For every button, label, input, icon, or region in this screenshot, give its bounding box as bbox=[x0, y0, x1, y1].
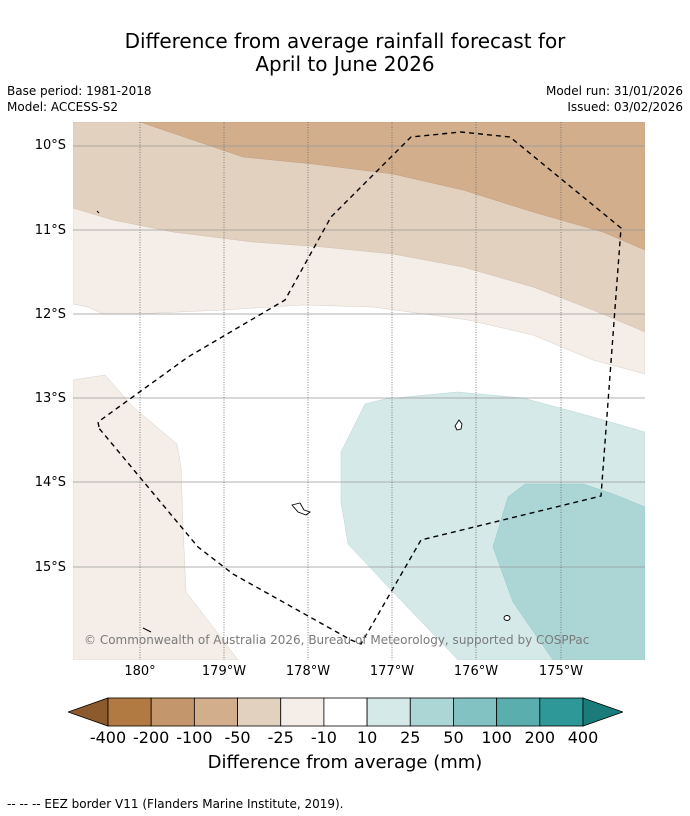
issued-date: Issued: 03/02/2026 bbox=[567, 100, 683, 114]
colorbar-arrow-low bbox=[68, 697, 109, 727]
colorbar-swatch bbox=[409, 697, 454, 727]
meta-right: Model run: 31/01/2026 Issued: 03/02/2026 bbox=[546, 83, 683, 115]
island-central bbox=[291, 502, 311, 516]
graticule bbox=[73, 122, 645, 660]
colorbar-swatch bbox=[150, 697, 195, 727]
colorbar-tick-label: 100 bbox=[481, 728, 512, 747]
meta-left: Base period: 1981-2018 Model: ACCESS-S2 bbox=[7, 83, 152, 115]
title-line-2: April to June 2026 bbox=[255, 52, 435, 76]
model-run: Model run: 31/01/2026 bbox=[545, 84, 683, 98]
rainfall-map[interactable] bbox=[73, 122, 645, 660]
colorbar-swatch bbox=[453, 697, 498, 727]
lon-label-178w: 178°W bbox=[285, 664, 331, 679]
lon-label-176w: 176°W bbox=[453, 664, 499, 679]
lat-label-15s: 15°S bbox=[34, 560, 66, 575]
island-southwest bbox=[142, 627, 152, 633]
zone-minus-100 bbox=[139, 122, 645, 251]
eez-border bbox=[97, 131, 622, 645]
lat-label-10s: 10°S bbox=[34, 138, 66, 153]
colorbar-swatch bbox=[539, 697, 584, 727]
colorbar-tick-label: -25 bbox=[267, 728, 294, 747]
colorbar-tick-label: 25 bbox=[400, 728, 421, 747]
copyright-notice: © Commonwealth of Australia 2026, Bureau… bbox=[84, 633, 590, 647]
colorbar-swatches bbox=[68, 697, 623, 727]
title-line-1: Difference from average rainfall forecas… bbox=[124, 29, 566, 53]
lon-label-175w: 175°W bbox=[538, 664, 584, 679]
lat-label-11s: 11°S bbox=[34, 223, 66, 238]
chart-title: Difference from average rainfall forecas… bbox=[0, 30, 690, 76]
colorbar-swatch bbox=[107, 697, 152, 727]
colorbar-swatch bbox=[193, 697, 238, 727]
colorbar-arrow-high bbox=[582, 697, 623, 727]
eez-footnote: -- -- -- EEZ border V11 (Flanders Marine… bbox=[7, 797, 344, 811]
colorbar-tick-label: -50 bbox=[224, 728, 251, 747]
lon-label-180: 180° bbox=[124, 664, 156, 679]
map-canvas bbox=[73, 122, 645, 660]
island-southeast bbox=[503, 615, 511, 621]
island-northwest bbox=[96, 210, 100, 214]
colorbar-swatch bbox=[496, 697, 541, 727]
lon-label-177w: 177°W bbox=[369, 664, 415, 679]
zone-minus-25-west bbox=[73, 374, 239, 660]
colorbar bbox=[68, 697, 623, 727]
colorbar-swatch bbox=[323, 697, 368, 727]
model-name: Model: ACCESS-S2 bbox=[7, 100, 119, 114]
island-north bbox=[454, 419, 463, 431]
lat-label-14s: 14°S bbox=[34, 475, 66, 490]
colorbar-tick-label: 10 bbox=[356, 728, 378, 747]
colorbar-tick-label: -10 bbox=[310, 728, 337, 747]
zone-plus-50 bbox=[492, 483, 645, 660]
lon-label-179w: 179°W bbox=[201, 664, 247, 679]
colorbar-swatch bbox=[366, 697, 411, 727]
colorbar-label: Difference from average (mm) bbox=[207, 752, 483, 773]
base-period: Base period: 1981-2018 bbox=[7, 84, 152, 98]
colorbar-tick-label: -200 bbox=[133, 728, 170, 747]
colorbar-tick-label: 400 bbox=[567, 728, 599, 747]
colorbar-tick-label: 200 bbox=[524, 728, 556, 747]
colorbar-tick-label: -100 bbox=[176, 728, 213, 747]
lat-label-12s: 12°S bbox=[34, 307, 66, 322]
lat-label-13s: 13°S bbox=[34, 391, 66, 406]
colorbar-tick-label: 50 bbox=[443, 728, 464, 747]
colorbar-swatch bbox=[280, 697, 325, 727]
colorbar-tick-label: -400 bbox=[89, 728, 127, 747]
colorbar-swatch bbox=[237, 697, 282, 727]
